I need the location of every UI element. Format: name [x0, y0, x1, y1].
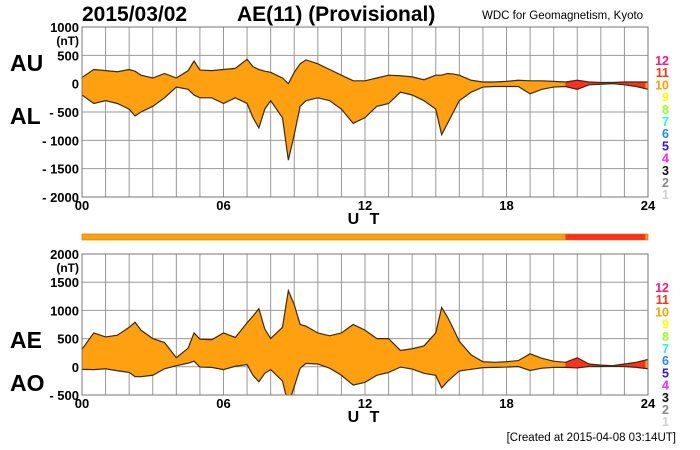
station-count-legend-item: 7 [662, 115, 669, 129]
x-axis-label: U T [348, 409, 383, 426]
station-count-legend-item: 5 [662, 139, 669, 153]
created-timestamp: [Created at 2015-04-08 03:14UT] [506, 432, 676, 444]
y-tick-label: 0 [72, 360, 79, 375]
series-line-ae [82, 288, 648, 367]
al-label: AL [10, 103, 41, 129]
top-plot: 1000 500 0 - 500 - 1000 - 1500 - 2000 (nT) 00 06 1… [42, 20, 669, 228]
station-count-legend-item: 10 [655, 305, 669, 319]
organization-label: WDC for Geomagnetism, Kyoto [482, 10, 644, 22]
station-count-legend-item: 2 [662, 403, 669, 417]
station-count-legend-item: 4 [662, 379, 669, 393]
station-count-legend-item: 3 [662, 391, 669, 405]
station-count-color-bar [81, 233, 649, 241]
x-axis-label: U T [348, 211, 383, 228]
color-bar-segment [565, 234, 646, 240]
area-fill-10-stations-end [645, 81, 648, 90]
au-label: AU [10, 50, 44, 76]
y-tick-label: 1000 [50, 303, 79, 318]
y-tick-label: 1000 [50, 20, 79, 35]
station-count-legend-item: 1 [662, 415, 669, 429]
x-tick-label: 00 [75, 198, 89, 213]
x-tick-label: 00 [75, 396, 89, 411]
station-count-legend-item: 7 [662, 342, 669, 356]
station-count-legend-item: 12 [655, 281, 669, 295]
y-tick-label: 500 [57, 48, 79, 63]
station-count-legend-item: 12 [655, 54, 669, 68]
station-count-legend-item: 1 [662, 188, 669, 202]
area-fill-11-stations [565, 357, 646, 369]
color-bar-frame [81, 233, 649, 241]
x-tick-label: 24 [641, 198, 656, 213]
y-tick-label: - 1500 [42, 162, 79, 177]
series-line-al [82, 83, 648, 161]
color-bar-segment [645, 234, 648, 240]
x-tick-label: 12 [358, 198, 372, 213]
station-count-legend-item: 11 [656, 66, 669, 80]
y-tick-label: 1500 [50, 275, 79, 290]
area-fill-10-stations [82, 290, 566, 395]
series-line-ao [82, 360, 648, 395]
bottom-plot-frame [81, 253, 649, 396]
plot-date: 2015/03/02 [82, 3, 188, 26]
x-tick-label: 24 [641, 396, 656, 411]
y-tick-label: 0 [72, 77, 79, 92]
station-count-legend-item: 9 [662, 91, 669, 105]
series-line-au [82, 58, 648, 85]
top-area-group [82, 58, 648, 161]
y-tick-label: 500 [57, 332, 79, 347]
station-count-legend-item: 3 [662, 164, 669, 178]
station-count-legend-item: 6 [662, 354, 669, 368]
station-count-legend-item: 8 [662, 103, 669, 117]
y-tick-label: - 1000 [42, 133, 79, 148]
area-fill-10-stations-end [645, 359, 648, 369]
station-count-legend-item: 6 [662, 127, 669, 141]
x-tick-label: 18 [499, 396, 513, 411]
ae-label: AE [10, 327, 42, 353]
station-count-legend-item: 2 [662, 176, 669, 190]
ao-label: AO [10, 370, 45, 396]
y-tick-label: - 500 [49, 105, 79, 120]
station-count-legend-item: 5 [662, 366, 669, 380]
station-count-legend-item: 8 [662, 330, 669, 344]
y-unit-label: (nT) [56, 34, 79, 48]
x-tick-label: 18 [499, 198, 513, 213]
top-plot-frame [81, 26, 649, 198]
plot-title: AE(11) (Provisional) [237, 3, 436, 26]
area-fill-10-stations [82, 59, 566, 161]
station-count-legend-item: 10 [655, 78, 669, 92]
x-tick-label: 06 [216, 198, 230, 213]
y-tick-label: - 500 [49, 388, 79, 403]
x-tick-label: 06 [216, 396, 230, 411]
station-count-legend-item: 11 [656, 293, 669, 307]
y-tick-label: 2000 [50, 247, 79, 262]
y-tick-label: - 2000 [42, 190, 79, 205]
station-count-legend-item: 4 [662, 152, 669, 166]
color-bar-segment [82, 234, 566, 240]
bottom-area-group [82, 288, 648, 395]
station-count-legend-item: 9 [662, 318, 669, 332]
y-unit-label: (nT) [56, 261, 79, 275]
x-tick-label: 12 [358, 396, 372, 411]
